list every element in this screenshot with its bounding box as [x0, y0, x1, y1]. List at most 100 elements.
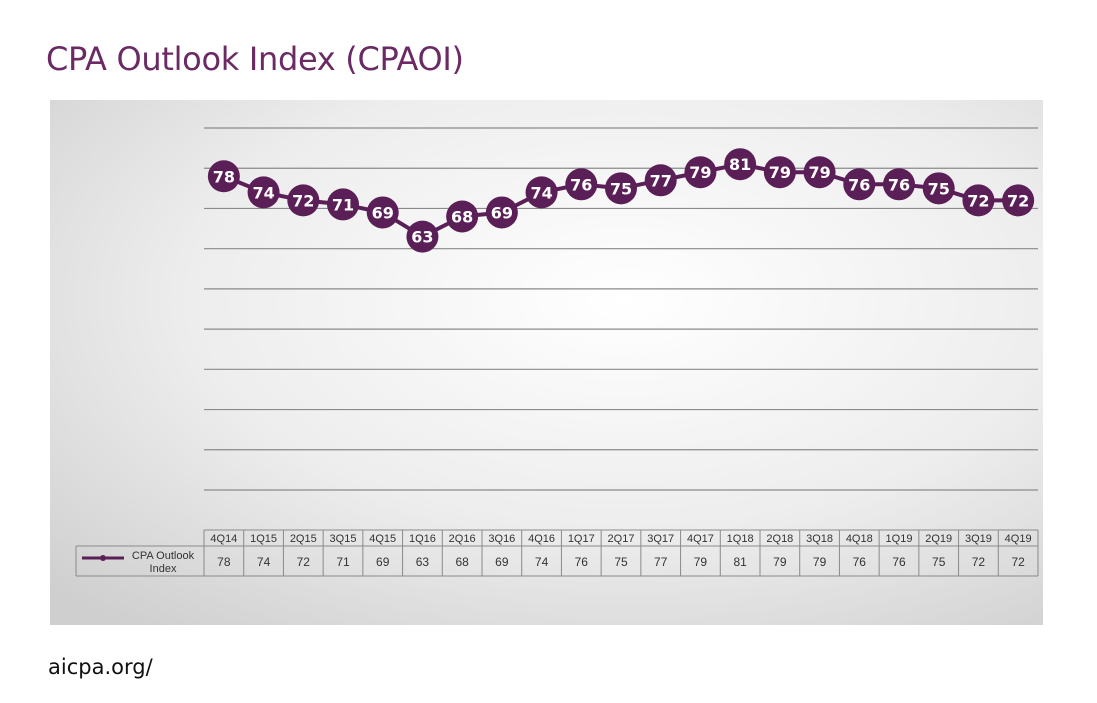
legend: CPA Outlook Index — [82, 550, 195, 575]
tick-label: 3Q17 — [647, 533, 674, 545]
tick-label: 1Q17 — [568, 533, 595, 545]
data-marker — [883, 168, 915, 201]
tick-label: 1Q16 — [409, 533, 436, 545]
data-marker — [525, 176, 558, 209]
data-point: 79 — [763, 156, 796, 189]
table-value: 74 — [257, 555, 271, 569]
data-point: 72 — [1002, 184, 1035, 217]
data-label: 79 — [689, 163, 711, 182]
data-point: 71 — [327, 188, 359, 221]
legend-marker — [100, 555, 106, 561]
chart-panel: 78 74 72 71 69 63 68 69 74 76 75 77 79 81 79 79 76 76 75 72… — [50, 100, 1043, 625]
data-point: 69 — [485, 196, 518, 229]
data-point: 75 — [922, 172, 955, 205]
table-value: 75 — [932, 555, 946, 569]
table-value: 69 — [495, 555, 509, 569]
data-marker — [327, 188, 359, 221]
data-label: 81 — [729, 155, 751, 174]
tick-label: 1Q18 — [727, 533, 754, 545]
data-marker — [922, 172, 955, 205]
tick-label: 1Q19 — [886, 533, 913, 545]
tick-label: 2Q17 — [608, 533, 635, 545]
table-value: 69 — [376, 555, 390, 569]
table-value: 79 — [773, 555, 787, 569]
table-value: 76 — [853, 555, 867, 569]
data-point: 76 — [565, 168, 598, 201]
tick-label: 2Q15 — [290, 533, 317, 545]
tick-label: 2Q18 — [766, 533, 793, 545]
data-marker — [843, 168, 876, 201]
data-label: 74 — [530, 183, 552, 202]
data-marker — [644, 164, 677, 197]
source-caption: aicpa.org/ — [48, 655, 153, 679]
tick-label: 2Q19 — [925, 533, 952, 545]
data-label: 63 — [411, 228, 433, 247]
data-point: 79 — [684, 156, 717, 189]
data-label: 77 — [650, 171, 672, 190]
table-value: 71 — [336, 555, 350, 569]
tick-label: 4Q17 — [687, 533, 714, 545]
table-value: 79 — [813, 555, 827, 569]
data-marker — [565, 168, 598, 201]
tick-label: 3Q15 — [330, 533, 357, 545]
data-point: 63 — [406, 220, 439, 253]
table-value: 74 — [535, 555, 549, 569]
data-label: 75 — [928, 179, 950, 198]
data-point: 81 — [724, 148, 757, 181]
line-chart: 78 74 72 71 69 63 68 69 74 76 75 77 79 81 79 79 76 76 75 72… — [50, 100, 1043, 625]
table-value: 79 — [694, 555, 708, 569]
table-value: 75 — [614, 555, 628, 569]
data-label: 72 — [292, 191, 314, 210]
table-value: 72 — [1011, 555, 1025, 569]
data-marker — [962, 184, 995, 217]
data-marker — [247, 176, 280, 209]
data-marker — [287, 184, 320, 217]
data-marker — [446, 200, 479, 233]
data-label: 69 — [491, 203, 513, 222]
data-marker — [763, 156, 796, 189]
data-marker — [485, 196, 518, 229]
data-point: 78 — [207, 160, 240, 193]
data-point: 69 — [366, 196, 399, 229]
tick-label: 4Q14 — [210, 533, 237, 545]
data-point: 72 — [962, 184, 995, 217]
data-label: 76 — [888, 175, 910, 194]
legend-label: CPA Outlook Index — [132, 550, 195, 575]
data-label: 74 — [252, 183, 274, 202]
data-marker — [684, 156, 717, 189]
table-value: 63 — [416, 555, 430, 569]
table-value: 72 — [972, 555, 986, 569]
data-label: 76 — [848, 175, 870, 194]
data-label: 78 — [213, 167, 235, 186]
data-label: 69 — [372, 203, 394, 222]
data-point: 79 — [803, 156, 836, 189]
tick-label: 4Q18 — [846, 533, 873, 545]
tick-label: 4Q15 — [369, 533, 396, 545]
data-label: 71 — [332, 195, 354, 214]
data-label: 72 — [1007, 191, 1029, 210]
page-title: CPA Outlook Index (CPAOI) — [46, 40, 464, 78]
data-point: 77 — [644, 164, 677, 197]
data-label: 79 — [769, 163, 791, 182]
data-point: 76 — [883, 168, 915, 201]
data-point: 74 — [525, 176, 558, 209]
table-value: 78 — [217, 555, 231, 569]
table-value: 76 — [892, 555, 906, 569]
data-marker — [605, 172, 637, 205]
data-point: 72 — [287, 184, 320, 217]
data-marker — [803, 156, 836, 189]
tick-label: 2Q16 — [449, 533, 476, 545]
data-marker — [366, 196, 399, 229]
table-value: 77 — [654, 555, 668, 569]
data-point: 75 — [605, 172, 637, 205]
data-label: 76 — [570, 175, 592, 194]
data-point: 74 — [247, 176, 280, 209]
tick-label: 4Q19 — [1005, 533, 1032, 545]
tick-label: 3Q19 — [965, 533, 992, 545]
data-point: 68 — [446, 200, 479, 233]
table-value: 68 — [455, 555, 469, 569]
tick-label: 3Q16 — [488, 533, 515, 545]
tick-label: 4Q16 — [528, 533, 555, 545]
tick-label: 1Q15 — [250, 533, 277, 545]
data-marker — [1002, 184, 1035, 217]
